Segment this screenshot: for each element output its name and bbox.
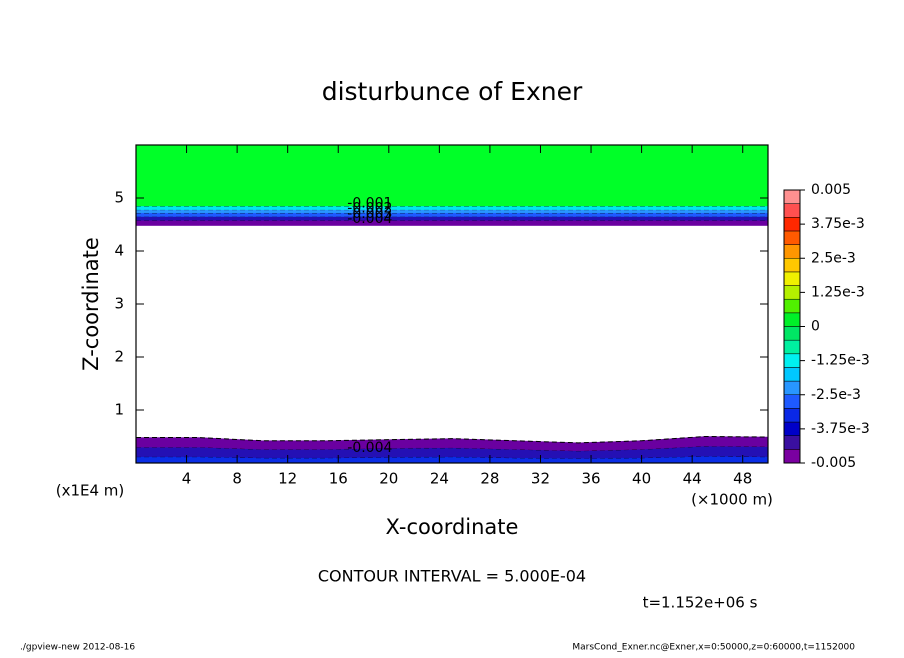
contour-label: -0.003 <box>347 206 392 222</box>
colorbar-band <box>783 230 801 245</box>
x-tick-label: 28 <box>480 470 499 488</box>
colorbar-tick-label: -1.25e-3 <box>811 353 870 369</box>
contour-label: -0.004 <box>347 440 392 456</box>
time-label: t=1.152e+06 s <box>643 594 758 612</box>
colorbar-band <box>783 435 801 450</box>
colorbar-band <box>783 367 801 382</box>
x-unit: (×1000 m) <box>691 491 773 509</box>
footer-right: MarsCond_Exner.nc@Exner,x=0:50000,z=0:60… <box>572 643 855 653</box>
colorbar-band <box>783 326 801 341</box>
colorbar-tick-label: 1.25e-3 <box>811 284 865 300</box>
contour-fill <box>135 220 769 226</box>
contour-fill <box>135 144 769 207</box>
y-tick-label: 5 <box>114 189 124 207</box>
footer-left: ./gpview-new 2012-08-16 <box>20 643 135 653</box>
contour-line <box>136 435 769 444</box>
colorbar-band <box>783 312 801 327</box>
colorbar-tick-label: 0.005 <box>811 182 851 198</box>
x-tick-label: 12 <box>278 470 297 488</box>
x-tick-label: 40 <box>632 470 651 488</box>
colorbar-band <box>783 271 801 286</box>
colorbar-band <box>783 298 801 314</box>
contour-interval: CONTOUR INTERVAL = 5.000E-04 <box>318 567 586 586</box>
colorbar-tick-label: -2.5e-3 <box>811 387 861 403</box>
y-tick-label: 1 <box>114 401 124 419</box>
colorbar-band <box>783 353 801 368</box>
y-axis-label: Z-coordinate <box>79 237 103 371</box>
colorbar-band <box>783 244 801 259</box>
x-tick-label: 36 <box>581 470 600 488</box>
x-tick-label: 4 <box>182 470 192 488</box>
contour-fill <box>135 216 769 221</box>
colorbar-band <box>783 339 801 355</box>
x-axis-label: X-coordinate <box>386 515 519 539</box>
colorbar-band <box>783 408 801 423</box>
contour-label: -0.002 <box>347 201 392 217</box>
contour-fill <box>135 205 769 210</box>
contour-label: -0.001 <box>347 195 392 211</box>
y-tick-label: 2 <box>114 348 124 366</box>
colorbar-band <box>783 203 801 218</box>
colorbar-tick-label: 2.5e-3 <box>811 250 856 266</box>
colorbar-band <box>783 449 801 464</box>
y-tick-label: 3 <box>114 295 124 313</box>
colorbar-band <box>783 217 801 232</box>
chart-title: disturbunce of Exner <box>322 77 583 106</box>
x-tick-label: 44 <box>683 470 702 488</box>
x-tick-label: 48 <box>733 470 752 488</box>
x-tick-label: 8 <box>232 470 242 488</box>
x-tick-label: 20 <box>379 470 398 488</box>
colorbar-tick-label: -0.005 <box>811 455 856 471</box>
colorbar-band <box>783 380 801 396</box>
x-tick-label: 16 <box>329 470 348 488</box>
colorbar-tick-label: -3.75e-3 <box>811 421 870 437</box>
colorbar-band <box>783 285 801 300</box>
colorbar-band <box>783 258 801 273</box>
contour-label: -0.004 <box>347 211 392 227</box>
colorbar-tick-label: 3.75e-3 <box>811 216 865 232</box>
colorbar-band <box>783 394 801 409</box>
x-tick-label: 32 <box>531 470 550 488</box>
contour-fill <box>135 212 769 217</box>
colorbar-band <box>783 421 801 436</box>
y-tick-label: 4 <box>114 242 124 260</box>
colorbar-tick-label: 0 <box>811 319 820 335</box>
x-tick-label: 24 <box>430 470 449 488</box>
colorbar-band <box>783 189 801 204</box>
y-unit: (x1E4 m) <box>56 482 125 500</box>
